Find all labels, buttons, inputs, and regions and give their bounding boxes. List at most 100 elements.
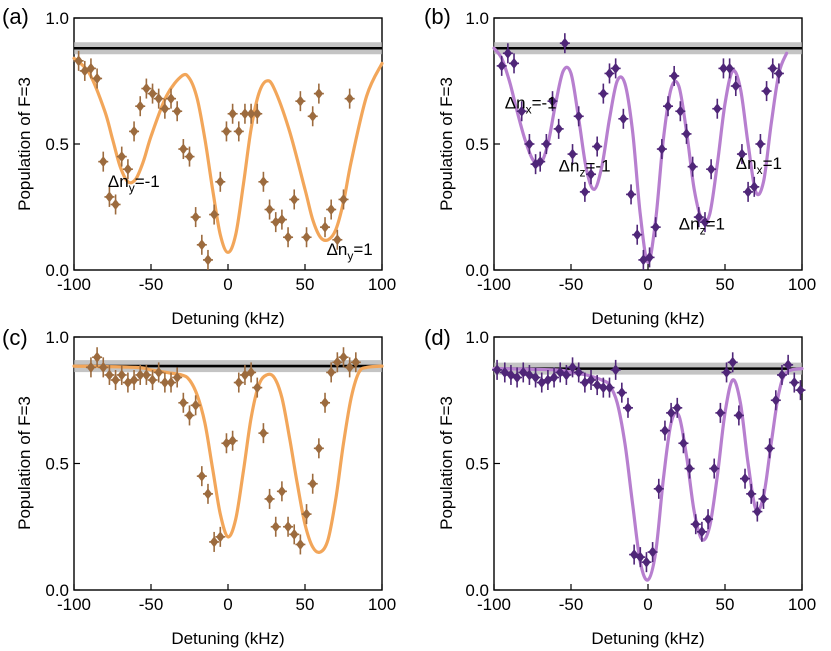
panel-d-data-points bbox=[492, 352, 806, 573]
panel-c-data-point bbox=[264, 488, 275, 509]
panel-a-diamond-marker bbox=[302, 231, 311, 243]
panel-c-diamond-marker bbox=[296, 538, 305, 550]
panel-d-data-point bbox=[709, 458, 720, 479]
panel-b-diamond-marker bbox=[509, 57, 519, 69]
panel-c-data-point bbox=[110, 370, 121, 391]
panel-d-diamond-marker bbox=[543, 374, 553, 386]
panel-d-data-point bbox=[740, 468, 751, 489]
panel-a-x-axis-label: Detuning (kHz) bbox=[171, 309, 284, 328]
panel-d-data-point bbox=[789, 372, 800, 393]
panel-a-data-point bbox=[289, 189, 300, 210]
panel-c-diamond-marker bbox=[111, 374, 120, 386]
panel-c-diamond-marker bbox=[253, 382, 262, 394]
panel-a-diamond-marker bbox=[154, 93, 163, 105]
panel-a-diamond-marker bbox=[253, 108, 262, 120]
panel-b-data-point bbox=[559, 33, 570, 54]
panel-c-data-point bbox=[215, 526, 226, 547]
panel-b-diamond-marker bbox=[503, 47, 513, 59]
panel-a-data-point bbox=[135, 96, 146, 117]
panel-c-diamond-marker bbox=[240, 369, 250, 381]
panel-d-diamond-marker bbox=[580, 377, 590, 389]
panel-c-data-point bbox=[258, 423, 269, 444]
panel-d-diamond-marker bbox=[759, 493, 768, 505]
panel-d-diamond-marker bbox=[599, 382, 608, 394]
panel-b-diamond-marker bbox=[626, 188, 636, 200]
panel-a-data-point bbox=[301, 227, 312, 248]
panel-a-diamond-marker bbox=[209, 209, 219, 221]
panel-c-diamond-marker bbox=[154, 366, 163, 378]
panel-a: (a) -100 -50 0 50 100 0.0 0.5 1.0 Δny=-1 Δny=1 D… bbox=[2, 4, 396, 328]
panel-b-annotations: Δnx=-1 Δnz=-1 Δnz=1 Δnx=1 bbox=[505, 94, 782, 238]
panel-b-diamond-marker bbox=[719, 62, 728, 74]
panel-d-data-point bbox=[592, 375, 603, 396]
panel-b-diamond-marker bbox=[737, 148, 747, 160]
panel-c-diamond-marker bbox=[172, 371, 182, 383]
panel-c-data-point bbox=[276, 481, 287, 502]
panel-c-diamond-marker bbox=[234, 377, 243, 389]
panel-b-data-point bbox=[644, 247, 655, 268]
panel-c-diamond-marker bbox=[185, 409, 194, 421]
panel-d-data-point bbox=[653, 478, 664, 499]
panel-c-diamond-marker bbox=[148, 374, 157, 386]
panel-d-x-tick-label: -100 bbox=[477, 595, 511, 614]
panel-a-diamond-marker bbox=[320, 221, 330, 233]
panel-b-data-point bbox=[618, 108, 629, 129]
panel-d-diamond-marker bbox=[753, 506, 762, 518]
panel-a-data-point bbox=[252, 103, 263, 124]
panel-b-diamond-marker bbox=[694, 211, 704, 223]
panel-b-diamond-marker bbox=[611, 62, 620, 74]
panel-d-diamond-marker bbox=[531, 371, 540, 383]
panel-c-data-point bbox=[301, 504, 312, 525]
panel-d-data-point bbox=[549, 367, 560, 388]
panel-a-diamond-marker bbox=[74, 55, 83, 67]
panel-b-diamond-marker bbox=[525, 138, 534, 150]
panel-a-data-point bbox=[159, 98, 170, 119]
panel-a-data-point bbox=[178, 139, 189, 160]
panel-a-data-point bbox=[147, 83, 158, 104]
panel-b-diamond-marker bbox=[560, 37, 570, 49]
panel-b-diamond-marker bbox=[497, 60, 506, 72]
panel-c-x-tick-label: -50 bbox=[139, 595, 164, 614]
panel-c-data-point bbox=[313, 438, 324, 459]
panel-c-diamond-marker bbox=[129, 374, 139, 386]
panel-b-diamond-marker bbox=[663, 100, 673, 112]
panel-d-diamond-marker bbox=[716, 407, 725, 419]
panel-b-data-point bbox=[650, 217, 661, 238]
panel-d-data-point bbox=[505, 364, 516, 385]
panel-d-diamond-marker bbox=[512, 371, 522, 383]
panel-c-diamond-marker bbox=[86, 361, 96, 373]
panel-a-diamond-marker bbox=[179, 143, 188, 155]
panel-c-data-point bbox=[85, 357, 96, 378]
panel-d-diamond-marker bbox=[783, 359, 793, 371]
panel-c-diamond-marker bbox=[166, 377, 176, 389]
panel-a-diamond-marker bbox=[246, 108, 256, 120]
panel-b-diamond-marker bbox=[548, 95, 557, 107]
panel-a-diamond-marker bbox=[197, 239, 207, 251]
panel-c-data-point bbox=[307, 473, 318, 494]
panel-c-diamond-marker bbox=[209, 536, 219, 548]
panel-a-data-point bbox=[258, 171, 269, 192]
panel-c-data-point bbox=[344, 357, 355, 378]
panel-b-data-point bbox=[535, 151, 546, 172]
panel-b-x-tick-label: -100 bbox=[477, 275, 511, 294]
panel-d-data-point bbox=[733, 405, 744, 426]
panel-a-diamond-marker bbox=[326, 204, 336, 216]
panel-a-data-point bbox=[320, 217, 331, 238]
panel-b-reference bbox=[494, 42, 802, 55]
panel-c-diamond-marker bbox=[191, 399, 200, 411]
panel-d-data-point bbox=[746, 483, 757, 504]
panel-c-diamond-marker bbox=[259, 427, 268, 439]
panel-d-data-point bbox=[684, 458, 695, 479]
panel-b-data-point bbox=[699, 212, 710, 233]
panel-b-diamond-marker bbox=[676, 105, 685, 117]
panel-c-x-tick-label: -100 bbox=[57, 595, 91, 614]
panel-a-data-point bbox=[326, 199, 337, 220]
panel-c-x-tick-label: 100 bbox=[368, 595, 396, 614]
panel-c-data-point bbox=[98, 357, 109, 378]
panel-a-ticks: -100 -50 0 50 100 0.0 0.5 1.0 bbox=[45, 9, 396, 294]
panel-a-fit-line bbox=[72, 56, 384, 255]
panel-c-diamond-marker bbox=[283, 521, 293, 533]
panel-c-diamond-marker bbox=[136, 369, 145, 381]
